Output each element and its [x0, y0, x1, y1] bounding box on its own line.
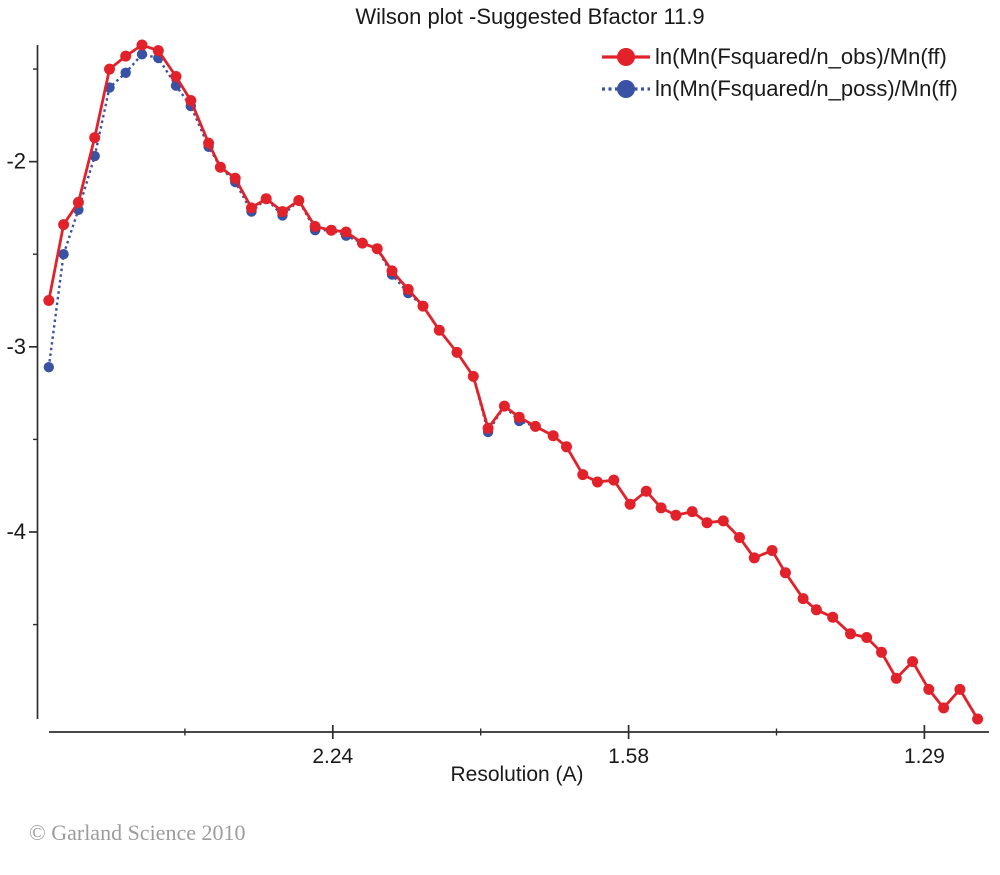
data-point-obs — [701, 517, 713, 529]
data-point-obs — [260, 193, 272, 205]
data-point-obs — [972, 713, 984, 725]
data-point-obs — [923, 683, 935, 695]
data-point-obs — [592, 476, 603, 488]
data-point-obs — [246, 202, 257, 214]
data-point-obs — [779, 567, 791, 579]
data-point-obs — [717, 515, 729, 527]
data-point-obs — [325, 224, 337, 236]
data-point-obs — [104, 63, 115, 75]
data-point-obs — [309, 221, 321, 232]
x-axis-label: Resolution (A) — [450, 763, 584, 786]
data-point-obs — [170, 71, 182, 82]
data-point-obs — [766, 545, 778, 556]
legend-marker-poss-icon — [602, 80, 650, 98]
legend-label-poss: ln(Mn(Fsquared/n_poss)/Mn(ff) — [655, 76, 958, 101]
series-line-obs — [47, 43, 979, 720]
data-point-obs — [890, 672, 902, 684]
data-point-obs — [640, 485, 652, 497]
data-point-obs — [293, 195, 305, 206]
data-point-obs — [482, 422, 494, 434]
data-point-obs — [670, 509, 682, 521]
data-point-obs — [734, 532, 745, 543]
data-point-obs — [185, 95, 197, 106]
data-point-obs — [954, 683, 966, 695]
data-point-obs — [340, 226, 352, 238]
data-point-obs — [136, 39, 148, 51]
data-point-obs — [876, 646, 887, 658]
data-point-obs — [938, 702, 950, 714]
data-point-obs — [89, 132, 101, 144]
data-point-obs — [58, 219, 70, 231]
data-point-obs — [451, 346, 463, 358]
data-point-obs — [529, 420, 541, 432]
data-point-poss — [58, 249, 69, 260]
x-tick-label: 2.24 — [312, 745, 353, 768]
y-tick-label: -4 — [6, 519, 26, 544]
data-point-obs — [655, 502, 667, 514]
data-point-poss — [43, 362, 54, 373]
data-point-obs — [797, 593, 809, 605]
data-point-obs — [748, 552, 760, 564]
legend-marker-obs-icon — [602, 48, 650, 66]
legend-item-obs: ln(Mn(Fsquared/n_obs)/Mn(ff) — [602, 41, 958, 73]
data-point-obs — [810, 604, 822, 616]
data-point-obs — [498, 400, 510, 412]
x-tick-label: 1.58 — [608, 745, 649, 768]
data-point-obs — [845, 628, 856, 640]
data-point-obs — [577, 469, 589, 481]
data-point-obs — [513, 411, 525, 423]
data-point-obs — [907, 656, 919, 668]
x-tick-label: 1.29 — [904, 745, 945, 768]
copyright-text: © Garland Science 2010 — [29, 820, 246, 845]
data-point-obs — [467, 370, 479, 382]
legend-label-obs: ln(Mn(Fsquared/n_obs)/Mn(ff) — [655, 44, 947, 69]
data-point-obs — [827, 611, 839, 623]
data-point-poss — [120, 67, 131, 79]
data-point-obs — [72, 196, 84, 208]
y-tick-label: -3 — [6, 334, 26, 359]
data-point-obs — [433, 324, 445, 336]
data-point-obs — [356, 237, 368, 249]
data-point-obs — [686, 506, 698, 518]
data-point-obs — [561, 441, 572, 453]
data-point-obs — [371, 243, 383, 255]
data-point-obs — [277, 206, 288, 218]
data-point-obs — [861, 632, 873, 643]
series-line-poss — [47, 52, 979, 720]
chart-title: Wilson plot -Suggested Bfactor 11.9 — [355, 4, 705, 29]
data-point-obs — [417, 300, 429, 312]
data-point-obs — [229, 172, 241, 184]
data-point-obs — [547, 430, 559, 442]
data-point-poss — [136, 49, 148, 60]
data-point-obs — [624, 498, 636, 510]
data-point-obs — [608, 474, 620, 486]
data-point-obs — [386, 265, 398, 277]
data-point-obs — [43, 295, 55, 306]
data-point-obs — [120, 50, 132, 62]
data-point-obs — [402, 283, 414, 295]
data-point-obs — [152, 45, 164, 57]
data-point-obs — [203, 137, 215, 149]
data-point-obs — [214, 161, 226, 173]
y-tick-label: -2 — [6, 149, 26, 174]
legend-item-poss: ln(Mn(Fsquared/n_poss)/Mn(ff) — [602, 73, 958, 105]
legend: ln(Mn(Fsquared/n_obs)/Mn(ff) ln(Mn(Fsqua… — [602, 41, 958, 105]
